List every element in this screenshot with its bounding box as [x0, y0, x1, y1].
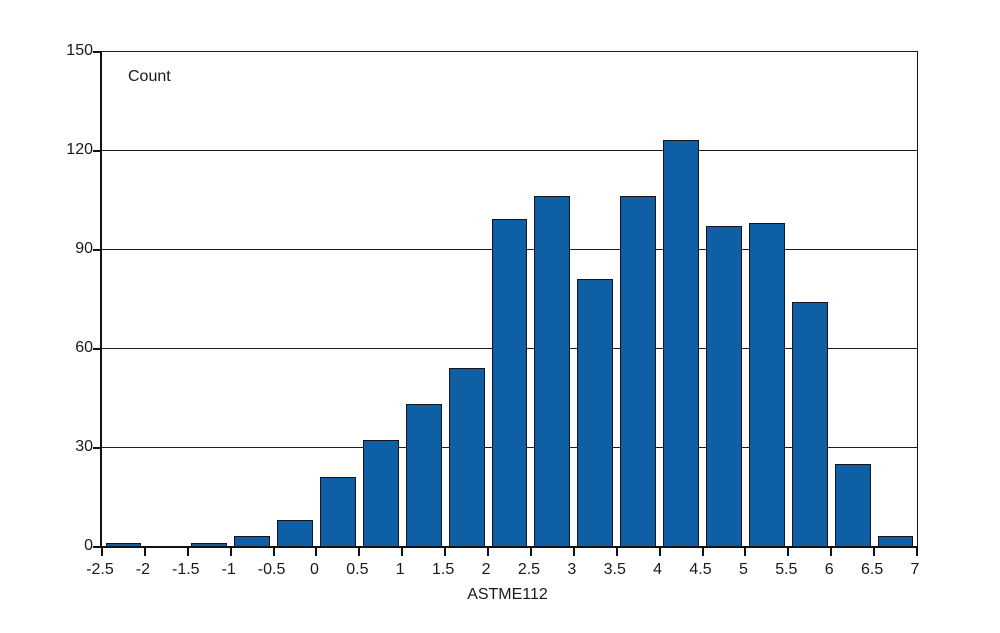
x-axis-tick — [701, 548, 704, 556]
x-axis-tick — [143, 548, 146, 556]
y-axis-tick — [93, 546, 100, 548]
x-axis-tick — [315, 548, 318, 556]
histogram-bar-5.5to6 — [791, 301, 828, 546]
histogram-bar--1to-0.5 — [234, 536, 271, 546]
x-axis-tick — [916, 548, 918, 556]
x-axis-tick — [615, 548, 618, 556]
histogram-bar-1.5to2 — [448, 367, 485, 546]
x-tick-label-0: 0 — [310, 561, 319, 578]
x-axis-tick — [830, 548, 833, 556]
y-tick-label-150: 150 — [66, 42, 93, 59]
x-axis-title: ASTME112 — [467, 586, 548, 603]
x-tick-label-2: 2 — [481, 561, 491, 578]
x-tick-label-1: 1 — [395, 561, 405, 578]
x-axis-tick — [487, 548, 490, 556]
x-tick-label-1.5: 1.5 — [432, 561, 455, 578]
x-tick-label-0.5: 0.5 — [346, 561, 369, 578]
histogram-bar-2.5to3 — [534, 196, 571, 546]
y-tick-label-120: 120 — [66, 141, 93, 158]
x-tick-label-4: 4 — [653, 561, 663, 578]
x-tick-label-5.5: 5.5 — [775, 561, 798, 578]
x-tick-label-7: 7 — [910, 561, 920, 578]
histogram-bar-4to4.5 — [663, 140, 700, 546]
x-axis-tick — [358, 548, 361, 556]
y-axis-tick — [93, 447, 100, 449]
histogram-bar--2.5to-2 — [105, 542, 142, 546]
histogram-bar-3to3.5 — [577, 278, 614, 546]
histogram-bar-0to0.5 — [319, 476, 356, 546]
x-axis-tick — [186, 548, 189, 556]
x-tick-label--1.5: -1.5 — [171, 561, 200, 578]
histogram-bar-5to5.5 — [748, 222, 785, 546]
x-tick-label--2.5: -2.5 — [86, 561, 114, 578]
x-tick-label-2.5: 2.5 — [517, 561, 541, 578]
x-tick-label-6.5: 6.5 — [860, 561, 884, 578]
x-tick-label-3: 3 — [567, 561, 577, 578]
x-axis-tick — [744, 548, 747, 556]
histogram-bar-2to2.5 — [491, 219, 528, 546]
y-axis-tick — [93, 348, 100, 350]
gridline-y-120 — [102, 150, 917, 151]
count-label: Count — [128, 68, 171, 85]
plot-area: Count — [93, 51, 918, 556]
y-tick-label-0: 0 — [84, 537, 93, 554]
x-axis-tick — [572, 548, 575, 556]
gridline-y-150 — [102, 51, 917, 52]
y-axis-tick — [93, 249, 100, 251]
x-tick-label-4.5: 4.5 — [689, 561, 712, 578]
x-axis-tick — [787, 548, 790, 556]
x-axis-tick — [444, 548, 447, 556]
x-axis-tick — [873, 548, 876, 556]
x-tick-label-6: 6 — [824, 561, 834, 578]
x-axis-tick — [229, 548, 232, 556]
y-tick-label-90: 90 — [75, 240, 93, 257]
histogram-bar-4.5to5 — [706, 225, 742, 546]
histogram-bar--1.5to-1 — [191, 542, 228, 546]
x-tick-label--2: -2 — [135, 561, 150, 578]
x-tick-label-5: 5 — [738, 561, 748, 578]
x-tick-label-3.5: 3.5 — [603, 561, 626, 578]
histogram-bar-6to6.5 — [834, 463, 871, 546]
x-axis-tick — [101, 548, 103, 556]
x-axis-tick — [658, 548, 661, 556]
x-tick-label--0.5: -0.5 — [257, 561, 286, 578]
histogram-bar-1to1.5 — [405, 404, 442, 546]
y-tick-label-60: 60 — [75, 339, 93, 356]
x-axis-tick — [401, 548, 404, 556]
histogram-bar-3.5to4 — [620, 196, 657, 546]
histogram-bar-6.5to7 — [877, 536, 914, 546]
x-axis-tick — [272, 548, 275, 556]
x-axis-tick — [529, 548, 532, 556]
histogram-bar--0.5to0 — [277, 519, 313, 546]
y-axis-tick — [93, 150, 100, 152]
y-axis-tick — [93, 51, 100, 53]
x-tick-label--1: -1 — [221, 561, 236, 578]
histogram-bar-0.5to1 — [362, 440, 399, 546]
y-tick-label-30: 30 — [75, 438, 93, 455]
